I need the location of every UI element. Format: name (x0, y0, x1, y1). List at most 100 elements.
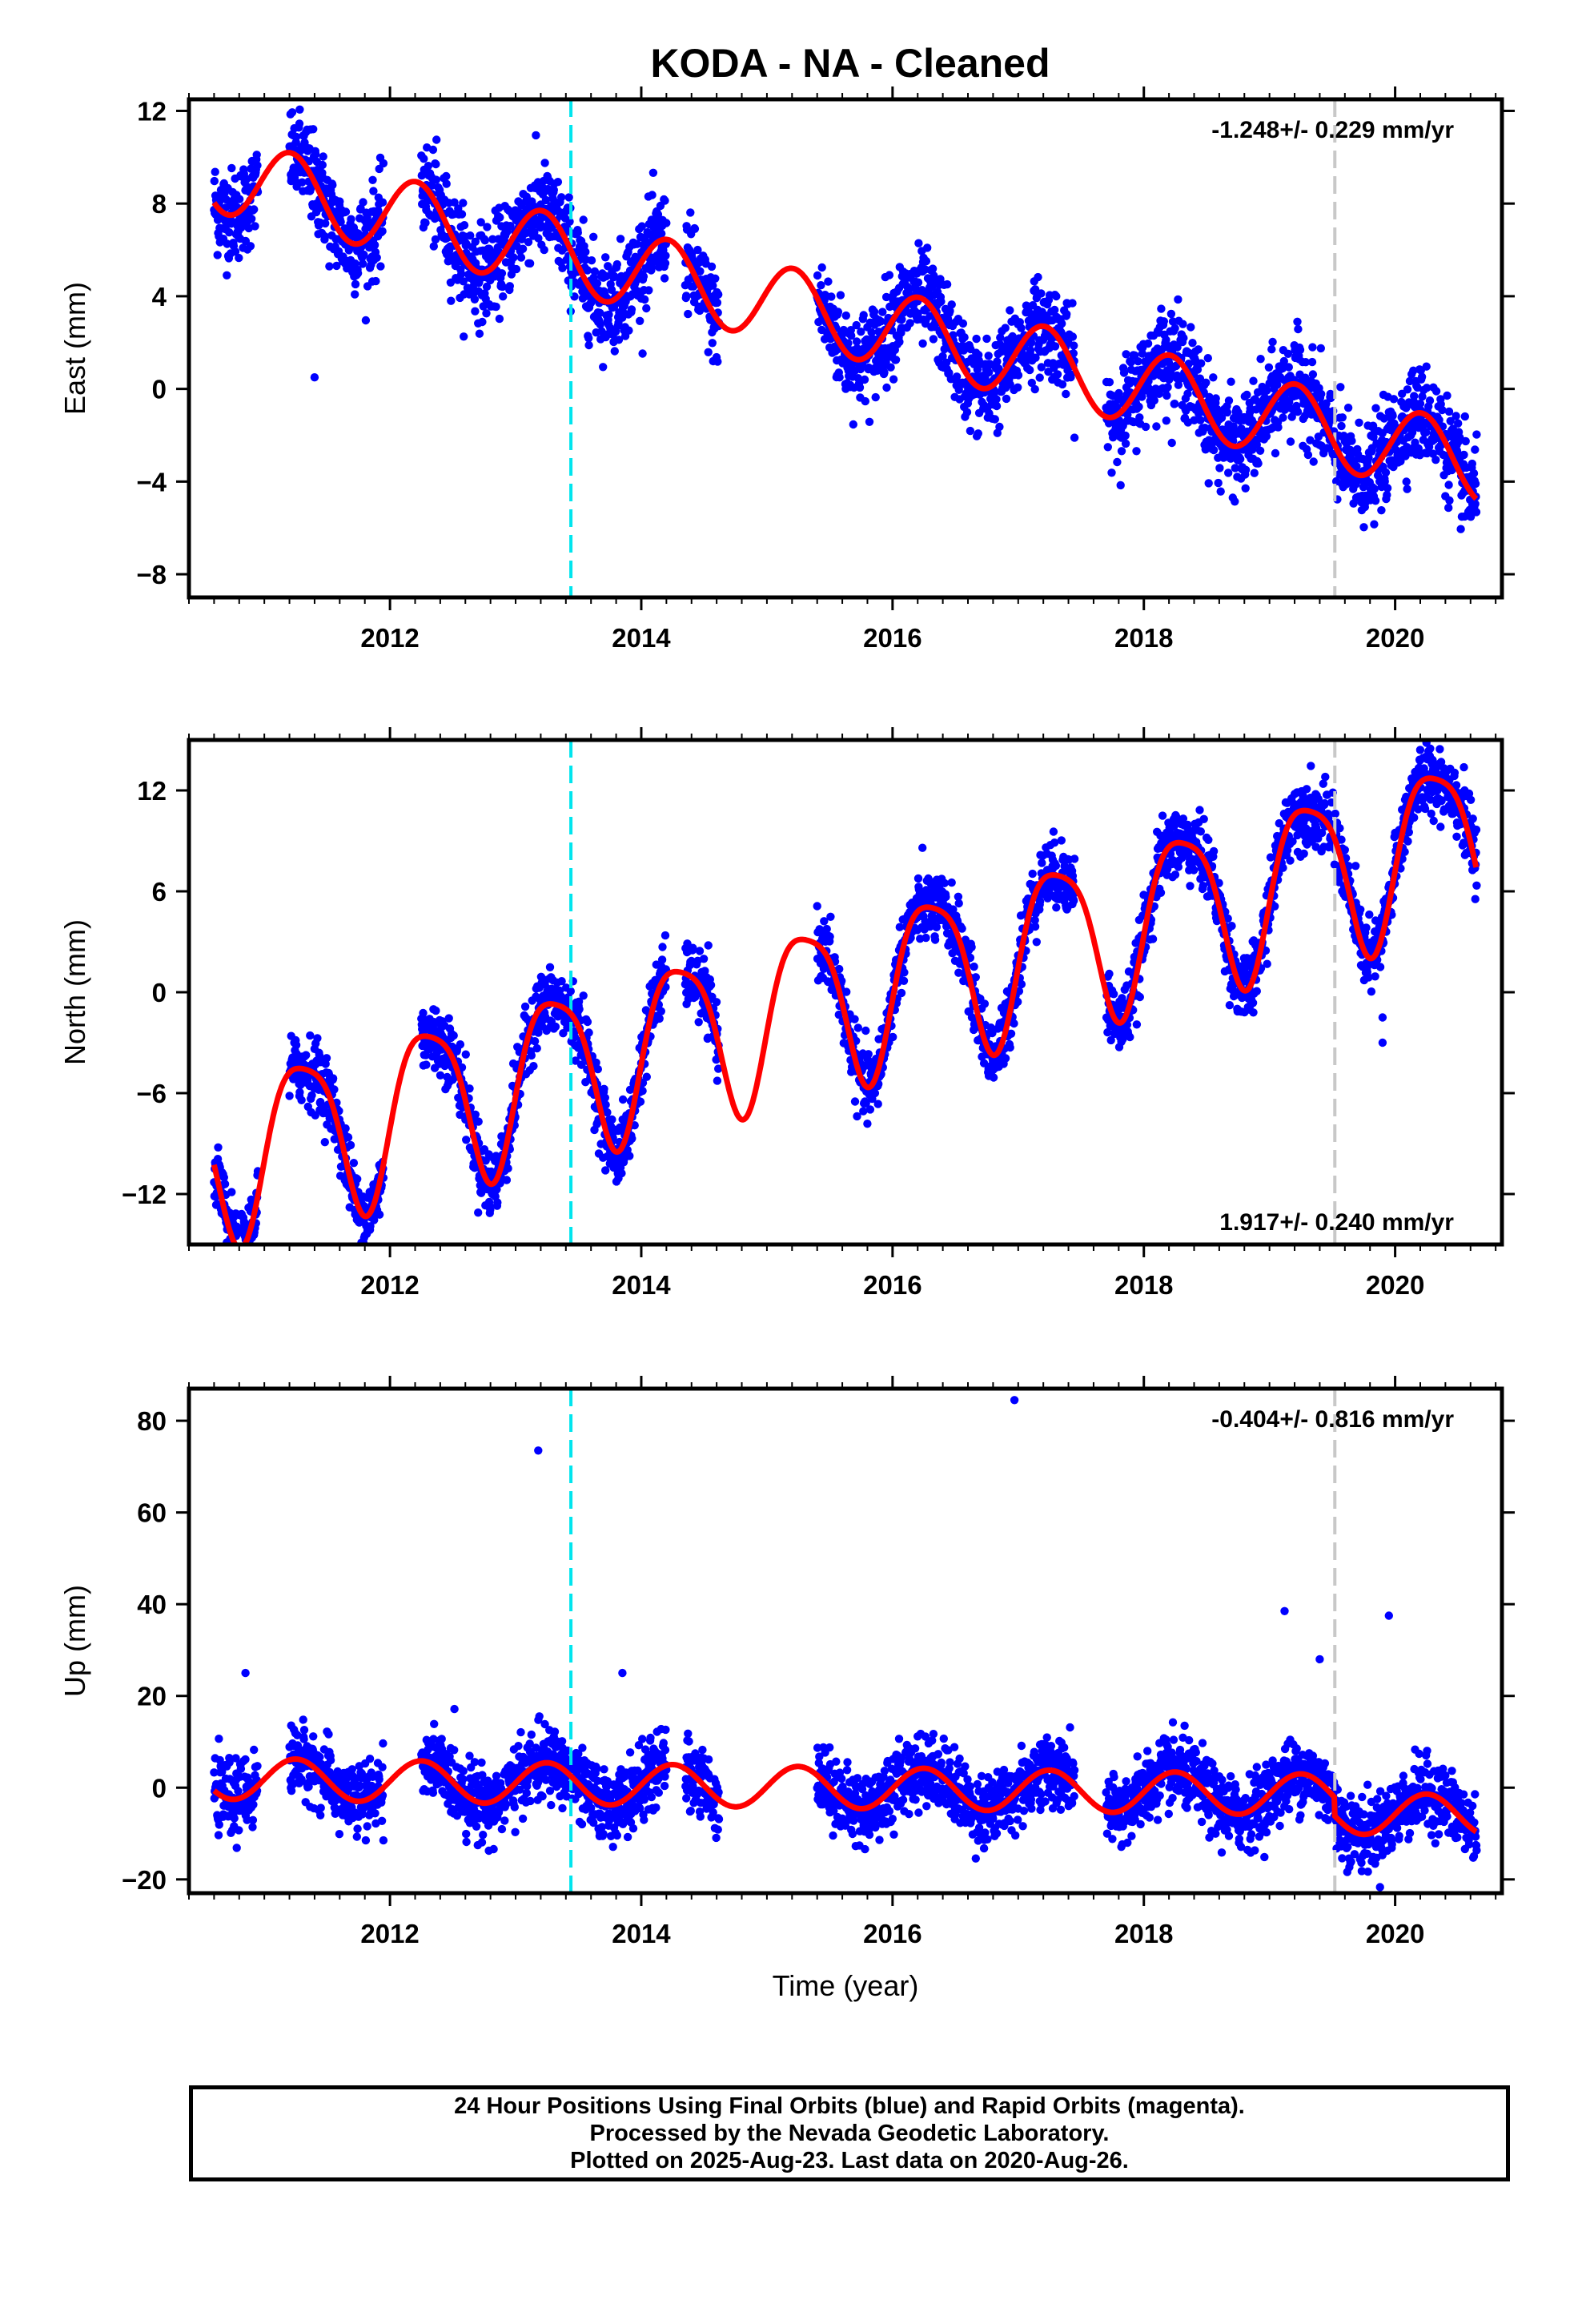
data-point (869, 308, 879, 316)
data-point (493, 1198, 502, 1207)
data-point (234, 1251, 242, 1259)
data-point (1371, 497, 1380, 505)
data-point (1107, 468, 1116, 477)
data-point (1068, 299, 1077, 308)
data-point (984, 368, 994, 377)
data-point (557, 193, 566, 202)
data-point (1174, 295, 1182, 304)
data-point (1223, 408, 1232, 417)
outlier-point (310, 373, 319, 382)
data-point (713, 298, 722, 308)
data-point (637, 222, 646, 231)
data-point (444, 1014, 453, 1023)
data-point (1014, 383, 1022, 392)
data-point (422, 1060, 431, 1069)
data-point (842, 987, 851, 996)
data-point (1316, 344, 1326, 353)
data-point (960, 333, 969, 342)
data-point (1284, 363, 1294, 372)
data-point (1186, 323, 1195, 332)
data-point (213, 251, 222, 259)
data-point (886, 363, 895, 372)
data-point (235, 195, 244, 203)
data-point (328, 180, 337, 190)
data-point (375, 1210, 384, 1219)
data-point (1471, 500, 1480, 509)
data-point (505, 282, 514, 291)
data-point (520, 1002, 530, 1011)
data-point (581, 247, 590, 256)
y-tick-label: 8 (152, 189, 167, 219)
data-point (1214, 478, 1223, 488)
data-point (369, 187, 378, 195)
data-point (817, 281, 825, 290)
data-point (1460, 412, 1470, 421)
data-point (1121, 431, 1130, 440)
x-tick-label: 2016 (863, 623, 921, 653)
data-point (295, 119, 304, 128)
data-point (1381, 468, 1391, 477)
data-point (993, 357, 1002, 366)
data-point (328, 1074, 338, 1083)
data-point (865, 417, 874, 426)
data-point (974, 429, 983, 438)
data-point (488, 235, 497, 243)
data-point (596, 320, 604, 329)
data-point (684, 309, 693, 319)
data-point (1159, 317, 1169, 326)
data-point (632, 239, 641, 248)
data-point (483, 223, 492, 231)
chart-title: KODA - NA - Cleaned (650, 41, 1050, 86)
data-point (817, 263, 826, 272)
data-point (661, 931, 670, 940)
data-point (512, 264, 521, 274)
data-point (648, 168, 658, 177)
data-point (579, 991, 588, 1000)
data-point (596, 308, 604, 317)
data-point (502, 1176, 512, 1184)
data-point (298, 178, 307, 187)
data-point (482, 309, 491, 318)
data-point (1371, 404, 1380, 412)
data-point (450, 198, 459, 207)
data-point (442, 179, 451, 188)
data-point (863, 1120, 872, 1128)
data-point (929, 335, 938, 344)
data-point (880, 368, 889, 377)
data-point (530, 1037, 540, 1046)
data-point (1014, 371, 1023, 380)
data-point (657, 955, 667, 964)
data-point (214, 1143, 223, 1152)
data-point (1215, 464, 1224, 472)
data-point (614, 336, 624, 344)
data-point (231, 1256, 239, 1265)
data-point (1471, 445, 1480, 454)
data-point (1308, 370, 1318, 379)
data-point (509, 253, 518, 262)
data-point (704, 348, 713, 356)
data-point (921, 933, 930, 943)
data-point (347, 215, 355, 223)
data-point (1402, 477, 1411, 486)
data-point (540, 159, 549, 167)
data-point (690, 224, 700, 233)
data-point (321, 219, 330, 228)
data-point (1224, 468, 1233, 477)
data-point (713, 357, 722, 366)
data-point (1224, 396, 1234, 405)
data-point (1417, 372, 1427, 381)
data-point (496, 213, 504, 222)
data-point (320, 1138, 329, 1147)
data-point (1264, 363, 1274, 372)
data-point (227, 1263, 235, 1271)
data-point (252, 151, 261, 159)
data-point (1026, 365, 1034, 375)
data-point (913, 278, 923, 287)
data-point (482, 282, 492, 292)
data-point (1445, 496, 1454, 505)
data-point (530, 227, 539, 237)
data-point (600, 1093, 609, 1103)
data-point (600, 1084, 608, 1094)
data-point (462, 1136, 471, 1144)
data-point (1460, 450, 1468, 460)
